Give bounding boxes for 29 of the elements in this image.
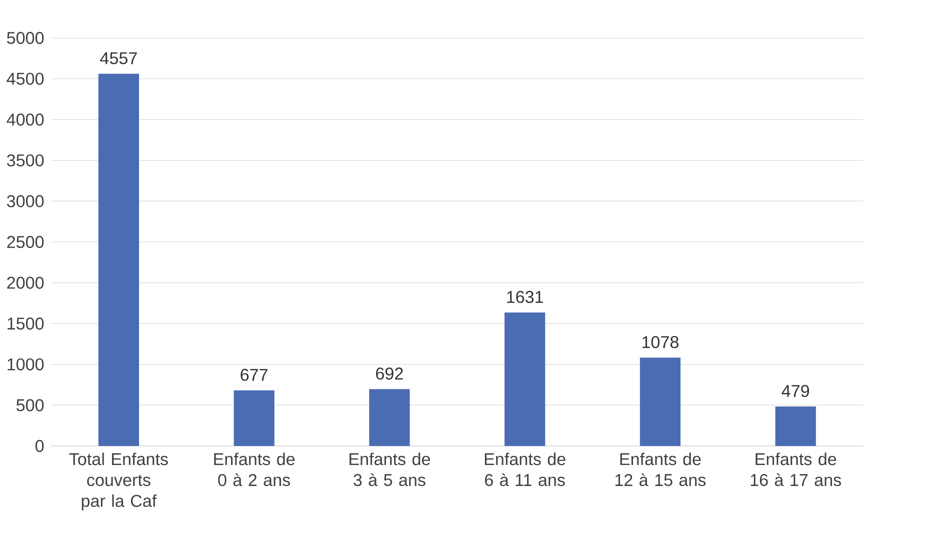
y-tick-label: 0 xyxy=(35,440,44,452)
bar xyxy=(775,406,816,446)
x-tick-label: Enfants de 12 à 15 ans xyxy=(615,452,706,486)
y-tick-label: 3500 xyxy=(6,154,44,166)
data-label: 692 xyxy=(376,367,403,380)
bar xyxy=(504,312,546,446)
data-label: 677 xyxy=(240,368,268,381)
y-tick-label: 1500 xyxy=(8,317,44,330)
y-tick-label: 2500 xyxy=(7,236,44,248)
x-tick-label: Enfants de 6 à 11 ans xyxy=(484,452,566,486)
x-tick-label: Total Enfants couverts par la Caf xyxy=(69,452,168,510)
bar xyxy=(640,357,681,446)
data-label: 1631 xyxy=(507,290,543,303)
data-label: 1078 xyxy=(642,336,678,348)
y-tick-label: 1000 xyxy=(8,358,44,370)
y-tick-label: 3000 xyxy=(6,194,44,208)
bar xyxy=(369,388,410,446)
data-label: 479 xyxy=(782,384,810,397)
x-tick-label: Enfants de 3 à 5 ans xyxy=(350,452,430,486)
y-tick-label: 5000 xyxy=(7,32,44,44)
x-tick-label: Enfants de 0 à 2 ans xyxy=(214,452,295,486)
bar xyxy=(234,390,274,446)
y-tick-label: 2000 xyxy=(7,276,44,289)
y-tick-label: 4000 xyxy=(6,113,44,126)
data-label: 4557 xyxy=(100,52,137,64)
bar xyxy=(98,74,140,446)
x-tick-label: Enfants de 16 à 17 ans xyxy=(750,452,841,486)
y-tick-label: 4500 xyxy=(6,72,44,85)
y-tick-label: 500 xyxy=(16,398,44,412)
